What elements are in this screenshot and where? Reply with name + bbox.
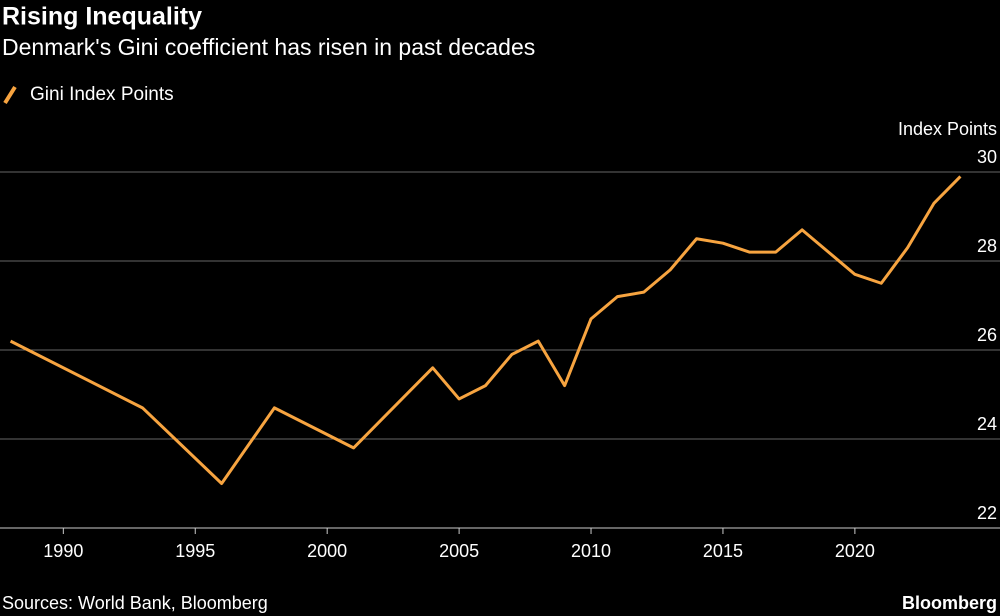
x-tick-label: 2005 [439, 541, 479, 561]
y-tick-label: 28 [977, 236, 997, 256]
y-axis-label: Index Points [898, 119, 997, 139]
y-tick-label: 22 [977, 503, 997, 523]
x-tick-label: 1990 [43, 541, 83, 561]
x-tick-label: 2020 [835, 541, 875, 561]
x-tick-label: 1995 [175, 541, 215, 561]
y-tick-label: 30 [977, 147, 997, 167]
x-tick-label: 2000 [307, 541, 347, 561]
legend-label: Gini Index Points [30, 84, 174, 105]
y-tick-label: 24 [977, 414, 997, 434]
source: Sources: World Bank, Bloomberg [2, 593, 268, 613]
chart-subtitle: Denmark's Gini coefficient has risen in … [2, 34, 535, 60]
y-tick-label: 26 [977, 325, 997, 345]
chart-title: Rising Inequality [2, 3, 202, 31]
x-tick-label: 2015 [703, 541, 743, 561]
legend-swatch [3, 85, 17, 105]
x-tick-label: 2010 [571, 541, 611, 561]
brand: Bloomberg [902, 593, 997, 613]
line [9, 175, 962, 485]
